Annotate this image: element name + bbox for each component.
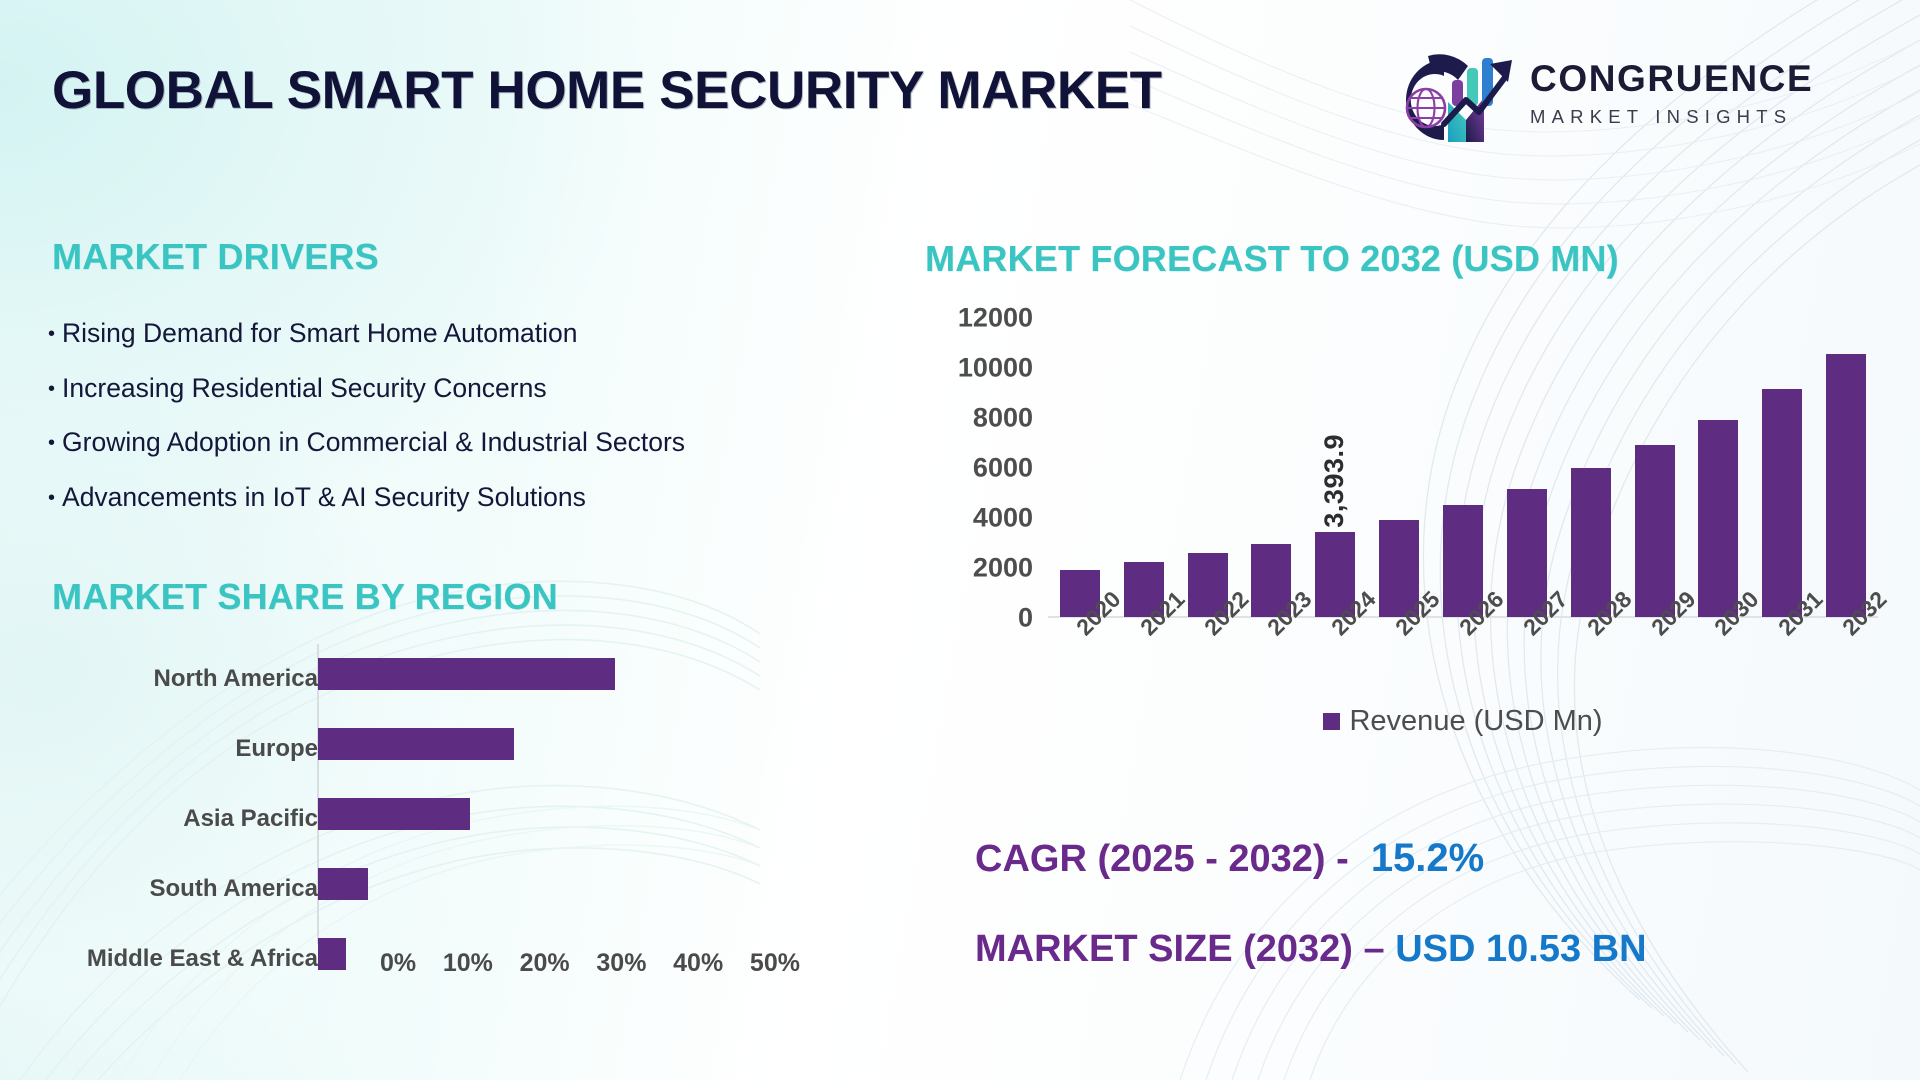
y-axis-tick: 4000 (972, 502, 1033, 533)
logo-wordmark: CONGRUENCE MARKET INSIGHTS (1530, 60, 1813, 127)
legend-swatch-icon (1323, 713, 1341, 730)
bar (1570, 468, 1611, 617)
market-size-value: USD 10.53 BN (1395, 928, 1647, 970)
bar (1379, 519, 1420, 617)
bar (1762, 389, 1803, 617)
logo-brand-name: CONGRUENCE (1530, 58, 1814, 99)
region-row: Europe (40, 722, 830, 776)
bar (1315, 532, 1356, 617)
y-axis-tick: 6000 (972, 452, 1033, 483)
y-axis-tick: 2000 (972, 552, 1033, 583)
cagr-stat: CAGR (2025 - 2032) - 15.2% (975, 838, 1875, 878)
key-stats: CAGR (2025 - 2032) - 15.2% MARKET SIZE (2… (975, 838, 1875, 968)
x-axis-tick: 30% (596, 949, 647, 977)
y-axis-tick: 12000 (957, 302, 1033, 333)
market-forecast-bar-chart: 12000 10000 8000 6000 4000 2000 0 3,393.9 Reve… (905, 304, 1905, 750)
bar (1634, 445, 1675, 617)
bar (318, 658, 615, 690)
bar (1187, 553, 1228, 617)
bar (1826, 353, 1867, 617)
bar-value-label: 3,393.9 (1319, 433, 1350, 528)
region-label: Asia Pacific (183, 805, 318, 832)
market-drivers-list: • Rising Demand for Smart Home Automation… (48, 320, 685, 538)
forecast-plot-area: 3,393.9 (1048, 318, 1878, 618)
bar (318, 728, 514, 760)
bar (1698, 419, 1739, 617)
logo-tagline: MARKET INSIGHTS (1530, 106, 1793, 127)
list-item: • Advancements in IoT & AI Security Solut… (48, 481, 685, 512)
region-row: Asia Pacific (40, 792, 830, 846)
bar (1123, 562, 1164, 617)
bar (318, 938, 347, 970)
x-axis-tick: 40% (673, 949, 724, 977)
driver-text: Advancements in IoT & AI Security Soluti… (62, 481, 586, 512)
legend-label: Revenue (USD Mn) (1349, 705, 1603, 737)
market-size-label: MARKET SIZE (2032) – (975, 928, 1385, 970)
y-axis-tick: 0 (1017, 602, 1033, 633)
bullet-icon: • (48, 323, 56, 345)
market-share-heading: MARKET SHARE BY REGION (52, 576, 558, 617)
bullet-icon: • (48, 377, 56, 400)
cmi-globe-growth-logo-icon (1405, 54, 1512, 142)
y-axis-tick: 10000 (957, 352, 1033, 383)
cagr-value: 15.2% (1370, 836, 1485, 880)
x-axis-tick: 50% (749, 949, 800, 977)
page-title: GLOBAL SMART HOME SECURITY MARKET (52, 61, 1162, 120)
region-label: South America (149, 875, 318, 902)
bullet-icon: • (48, 486, 56, 509)
region-row: North America (40, 652, 830, 706)
forecast-legend: Revenue (USD Mn) (1048, 705, 1878, 738)
bar (318, 798, 470, 830)
list-item: • Increasing Residential Security Concern… (48, 372, 685, 403)
region-label: Middle East & Africa (86, 945, 318, 972)
x-axis-tick: 20% (519, 949, 570, 977)
bar (1059, 569, 1100, 617)
brand-logo[interactable]: CONGRUENCE MARKET INSIGHTS (1382, 48, 1882, 153)
driver-text: Increasing Residential Security Concerns (62, 372, 547, 403)
region-x-axis-ticks: 0% 10% 20% 30% 40% 50% (380, 949, 800, 978)
x-axis-tick: 0% (380, 949, 417, 977)
driver-text: Rising Demand for Smart Home Automation (62, 318, 578, 348)
region-label: Europe (235, 735, 318, 762)
x-axis-tick: 10% (442, 949, 493, 977)
header: GLOBAL SMART HOME SECURITY MARKET (0, 0, 1920, 175)
bar (318, 868, 369, 900)
market-drivers-heading: MARKET DRIVERS (52, 236, 379, 277)
cagr-label: CAGR (2025 - 2032) - (975, 838, 1349, 880)
list-item: • Growing Adoption in Commercial & Indust… (48, 429, 685, 456)
forecast-y-axis: 12000 10000 8000 6000 4000 2000 0 (905, 304, 1033, 631)
market-forecast-heading: MARKET FORECAST TO 2032 (USD MN) (925, 238, 1619, 279)
region-label: North America (153, 665, 318, 692)
bar (1251, 543, 1292, 617)
y-axis-tick: 8000 (972, 402, 1033, 433)
list-item: • Rising Demand for Smart Home Automation (48, 320, 685, 347)
market-share-bar-chart: North America Europe Asia Pacific South Ame… (40, 644, 830, 984)
bullet-icon: • (48, 432, 56, 454)
market-size-stat: MARKET SIZE (2032) – USD 10.53 BN (975, 930, 1875, 968)
driver-text: Growing Adoption in Commercial & Industr… (62, 427, 686, 457)
region-row: South America (40, 862, 830, 916)
